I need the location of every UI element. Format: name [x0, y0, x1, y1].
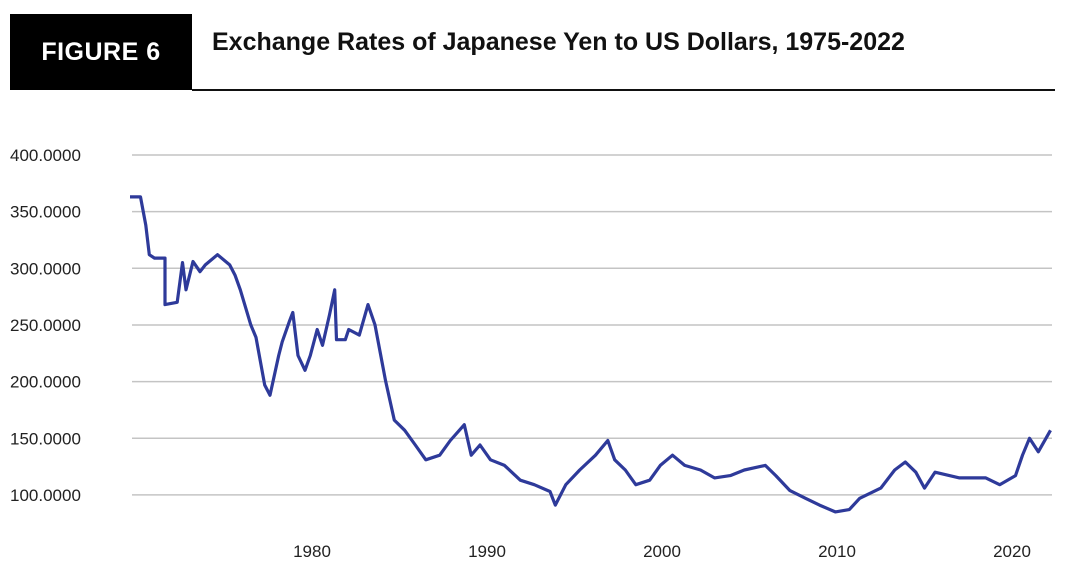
x-tick-label: 1980 [293, 542, 331, 561]
title-divider [192, 89, 1055, 91]
figure-label: FIGURE 6 [10, 14, 192, 90]
gridlines [132, 154, 1052, 496]
y-tick-label: 250.0000 [10, 316, 81, 335]
x-tick-label: 1990 [468, 542, 506, 561]
x-tick-label: 2020 [993, 542, 1031, 561]
y-tick-label: 100.0000 [10, 486, 81, 505]
series-line [130, 195, 1052, 514]
y-tick-label: 150.0000 [10, 429, 81, 448]
y-axis-ticks: 100.0000 150.0000 200.0000 250.0000 300.0000… [10, 146, 81, 505]
y-tick-label: 300.0000 [10, 259, 81, 278]
x-tick-label: 2000 [643, 542, 681, 561]
x-axis-ticks: 1980 1990 2000 2010 2020 [293, 542, 1031, 561]
y-tick-label: 400.0000 [10, 146, 81, 165]
y-tick-label: 350.0000 [10, 203, 81, 222]
y-tick-label: 200.0000 [10, 373, 81, 392]
x-tick-label: 2010 [818, 542, 856, 561]
chart-title: Exchange Rates of Japanese Yen to US Dol… [212, 28, 905, 56]
